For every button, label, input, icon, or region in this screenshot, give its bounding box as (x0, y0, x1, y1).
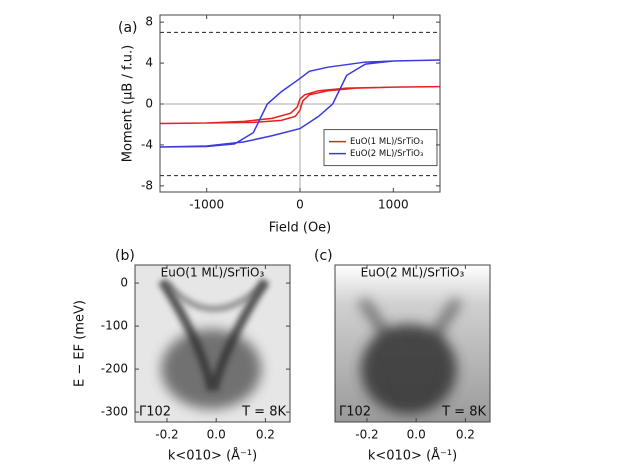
x-tick-label: 0.2 (456, 428, 475, 442)
band (164, 280, 268, 312)
legend-box (323, 129, 438, 167)
x-axis-label: k<010> (Å⁻¹) (368, 448, 457, 464)
y-tick-label: -300 (101, 405, 128, 419)
x-tick-label: 1000 (378, 198, 409, 212)
legend-label: EuO(2 ML)/SrTiO₃ (350, 149, 423, 159)
annotation: Γ102 (139, 405, 171, 420)
plot-frame (334, 264, 491, 423)
x-tick-label: -0.2 (155, 428, 178, 442)
annotation: T = 8K (241, 405, 286, 420)
x-tick-label: 0.0 (407, 428, 426, 442)
y-tick-label: -100 (101, 319, 128, 333)
x-tick-label: -0.2 (355, 428, 378, 442)
series-line (159, 59, 441, 148)
intensity (161, 329, 262, 410)
y-tick-label: -200 (101, 362, 128, 376)
panel-label: (a) (118, 20, 138, 36)
y-axis-label: E − EF (meV) (73, 300, 88, 387)
plot-frame (134, 264, 291, 423)
y-tick-label: -8 (141, 178, 153, 192)
annotation: Γ102 (339, 405, 371, 420)
panel-label: (b) (115, 248, 135, 264)
y-axis-label: Moment (μB / f.u.) (121, 45, 136, 162)
band (358, 297, 463, 397)
y-tick-label: 0 (120, 276, 128, 290)
intensity (360, 324, 457, 415)
panel-label: (c) (314, 248, 333, 264)
x-axis-label: k<010> (Å⁻¹) (168, 448, 257, 464)
x-axis-label: Field (Oe) (269, 221, 332, 236)
x-tick-label: 0.0 (207, 428, 226, 442)
band (158, 278, 270, 392)
annotation: T = 8K (441, 405, 486, 420)
image-area (335, 265, 490, 422)
y-tick-label: 8 (145, 15, 153, 29)
y-tick-label: -4 (141, 137, 153, 151)
y-tick-label: 0 (145, 97, 153, 111)
x-tick-label: 0 (296, 198, 304, 212)
panel-title: EuO(1 ML)/SrTiO₃ (161, 266, 265, 280)
y-tick-label: 4 (145, 56, 153, 70)
legend-label: EuO(1 ML)/SrTiO₃ (350, 137, 423, 147)
panel-title: EuO(2 ML)/SrTiO₃ (361, 266, 465, 280)
x-tick-label: -1000 (189, 198, 224, 212)
x-tick-label: 0.2 (256, 428, 275, 442)
image-area (135, 265, 290, 422)
